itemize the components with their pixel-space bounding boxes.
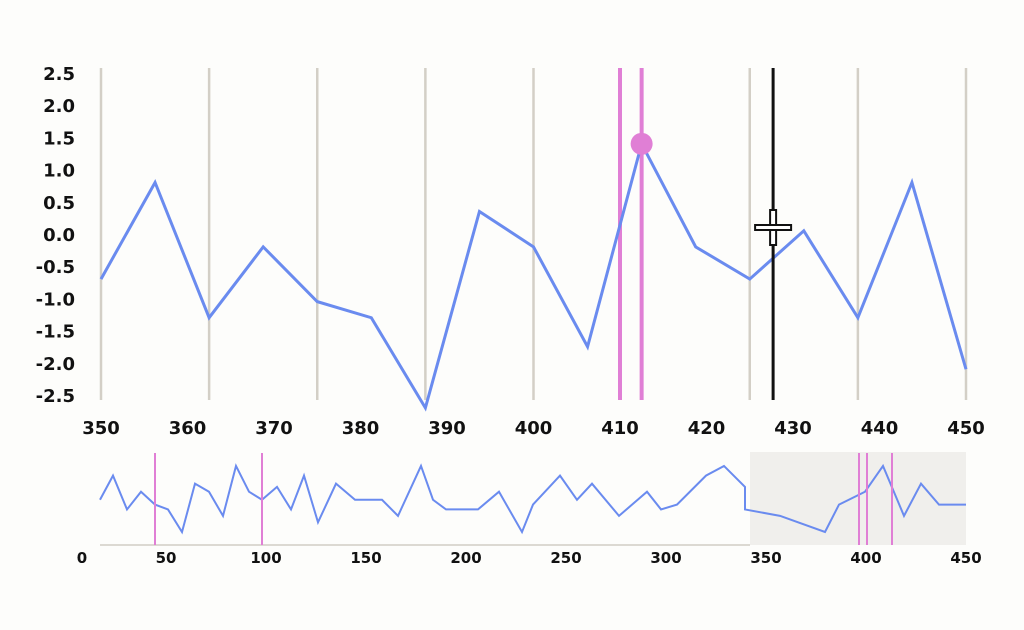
overview-tick-label: 250 [550, 549, 581, 567]
x-tick-label: 450 [947, 418, 985, 439]
y-tick-label: -2.0 [36, 354, 75, 375]
overview-x-ticks: 0 50 100 150 200 250 300 350 400 450 [77, 549, 982, 567]
overview-tick-label: 350 [750, 549, 781, 567]
x-tick-label: 400 [515, 418, 553, 439]
y-tick-label: 2.5 [43, 64, 75, 85]
x-tick-label: 420 [688, 418, 726, 439]
x-tick-label: 380 [342, 418, 380, 439]
y-tick-label: 0.5 [43, 193, 75, 214]
main-series [99, 132, 968, 412]
main-gridlines [99, 68, 968, 400]
y-tick-label: -0.5 [36, 257, 75, 278]
y-tick-label: 2.0 [43, 96, 75, 117]
cursor[interactable] [754, 68, 793, 400]
x-axis-ticks: 350 360 370 380 390 400 410 420 430 440 450 [82, 418, 985, 439]
x-tick-label: 360 [169, 418, 207, 439]
x-tick-label: 440 [861, 418, 899, 439]
y-tick-label: 1.5 [43, 128, 75, 149]
x-tick-label: 350 [82, 418, 120, 439]
y-tick-label: 1.0 [43, 161, 75, 182]
overview-tick-label: 150 [350, 549, 381, 567]
overview-tick-label: 50 [156, 549, 177, 567]
y-tick-label: -1.5 [36, 322, 75, 343]
overview-highlight-lines [154, 453, 893, 545]
overview-tick-label: 400 [850, 549, 881, 567]
y-axis-ticks: 2.5 2.0 1.5 1.0 0.5 0.0 -0.5 -1.0 -1.5 -2.0 -2.5 [36, 64, 75, 407]
y-tick-label: 0.0 [43, 225, 75, 246]
overview-line [99, 463, 966, 535]
overview-tick-label: 450 [950, 549, 981, 567]
highlight-point[interactable] [630, 132, 653, 155]
x-tick-label: 430 [774, 418, 812, 439]
overview-series [99, 463, 966, 535]
x-tick-label: 370 [255, 418, 293, 439]
overview-tick-label: 300 [650, 549, 681, 567]
overview-tick-label: 200 [450, 549, 481, 567]
crosshair-icon [754, 224, 793, 231]
overview-tick-label: 0 [77, 549, 87, 567]
overview-tick-label: 100 [250, 549, 281, 567]
series-line [99, 139, 968, 412]
y-tick-label: -2.5 [36, 386, 75, 407]
y-tick-label: -1.0 [36, 289, 75, 310]
main-highlight-lines [618, 68, 644, 400]
x-tick-label: 390 [428, 418, 466, 439]
x-tick-label: 410 [601, 418, 639, 439]
